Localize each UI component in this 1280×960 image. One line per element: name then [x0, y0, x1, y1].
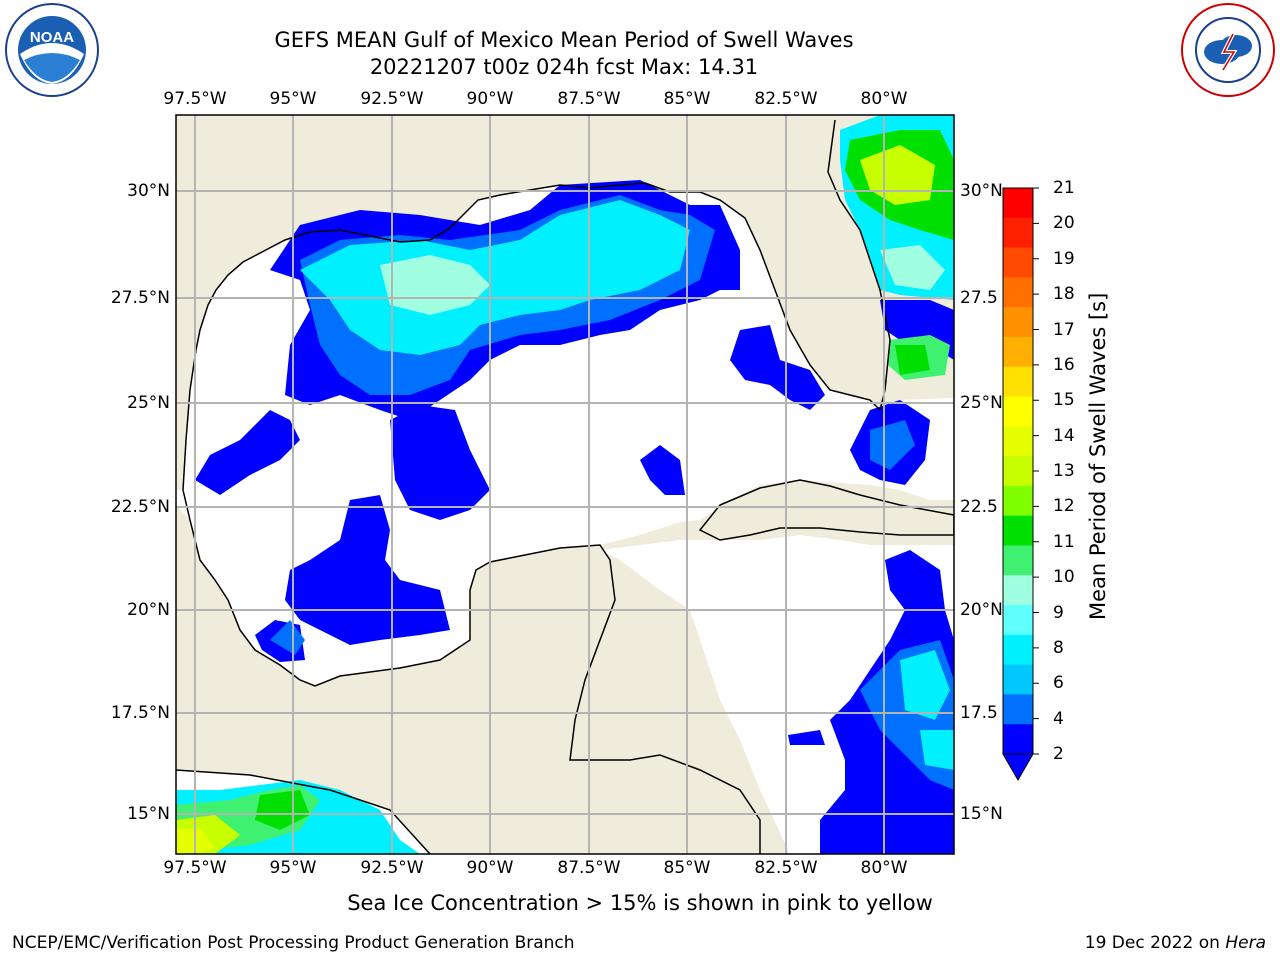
lat-label-right: 15°N	[960, 804, 1003, 824]
colorbar-segment	[1003, 188, 1033, 219]
footer-host: Hera	[1225, 933, 1266, 953]
noaa-logo: NOAA	[5, 3, 99, 97]
lon-label-top: 85°W	[663, 89, 711, 109]
colorbar-tick-label: 13	[1053, 461, 1075, 481]
lat-label-left: 22.5°N	[110, 497, 170, 517]
lon-label-top: 87.5°W	[557, 89, 621, 109]
colorbar-segment	[1003, 307, 1033, 338]
lon-label-bottom: 97.5°W	[163, 858, 227, 878]
lon-label-top: 80°W	[860, 89, 908, 109]
colorbar-tick-label: 17	[1053, 319, 1075, 340]
colorbar-segment	[1003, 366, 1033, 398]
florida-land	[700, 115, 890, 400]
sea-ice-footnote: Sea Ice Concentration > 15% is shown in …	[347, 891, 933, 915]
colorbar-tick-label: 2	[1053, 744, 1064, 764]
colorbar-tick-label: 6	[1053, 673, 1064, 694]
lat-label-right: 27.5	[960, 288, 998, 308]
colorbar-tick-label: 8	[1053, 637, 1064, 658]
colorbar-segment	[1003, 217, 1033, 249]
gridlines	[176, 115, 954, 854]
colorbar-segment	[1003, 456, 1033, 487]
lon-label-bottom: 92.5°W	[360, 858, 424, 878]
lat-label-right: 20°N	[960, 600, 1003, 620]
map-frame	[175, 114, 955, 855]
colorbar-extend-arrow	[1002, 753, 1034, 782]
lat-label-right: 30°N	[960, 181, 1003, 201]
lon-label-top: 82.5°W	[754, 89, 818, 109]
lon-label-top: 97.5°W	[163, 89, 227, 109]
colorbar-segment	[1003, 336, 1033, 368]
colorbar-tick-label: 9	[1053, 602, 1064, 623]
colorbar-tick-label: 18	[1053, 284, 1075, 305]
colorbar-segment	[1003, 485, 1033, 517]
lon-label-bottom: 95°W	[269, 858, 317, 878]
lat-label-right: 25°N	[960, 393, 1003, 413]
lon-label-top: 90°W	[466, 89, 514, 109]
colorbar-tick-label: 20	[1053, 213, 1075, 234]
colorbar-tick-label: 21	[1053, 178, 1075, 198]
colorbar-segment	[1003, 664, 1033, 695]
colorbar	[1002, 187, 1039, 782]
footer-date-text: 19 Dec 2022 on	[1084, 933, 1226, 953]
lat-label-left: 17.5°N	[110, 703, 170, 723]
lat-label-right: 17.5	[960, 703, 998, 723]
colorbar-segment	[1003, 634, 1033, 666]
lon-label-top: 95°W	[269, 89, 317, 109]
noaa-logo-text: NOAA	[30, 29, 74, 46]
colorbar-segment	[1003, 396, 1033, 427]
lon-label-bottom: 87.5°W	[557, 858, 621, 878]
lon-label-bottom: 82.5°W	[754, 858, 818, 878]
lon-label-top: 92.5°W	[360, 89, 424, 109]
colorbar-label: Mean Period of Swell Waves [s]	[1086, 292, 1110, 620]
lat-label-left: 20°N	[127, 600, 170, 620]
central-america-land	[176, 640, 760, 854]
colorbar-segment	[1003, 545, 1033, 576]
chart-subtitle: 20221207 t00z 024h fcst Max: 14.31	[369, 55, 759, 79]
footer-date: 19 Dec 2022 on Hera	[1085, 933, 1266, 953]
colorbar-segment	[1003, 515, 1033, 546]
colorbar-segment	[1003, 575, 1033, 606]
colorbar-segment	[1003, 694, 1033, 725]
colorbar-tick-label: 4	[1053, 708, 1064, 729]
lat-label-left: 25°N	[127, 393, 170, 413]
yucatan-land	[470, 545, 615, 790]
lat-label-left: 27.5°N	[110, 288, 170, 308]
colorbar-segment	[1003, 277, 1033, 308]
chart-title: GEFS MEAN Gulf of Mexico Mean Period of …	[274, 28, 854, 52]
lat-label-left: 15°N	[127, 804, 170, 824]
colorbar-segment	[1003, 426, 1033, 457]
colorbar-tick-label: 16	[1053, 354, 1075, 375]
lon-label-bottom: 90°W	[466, 858, 514, 878]
colorbar-tick-label: 10	[1053, 567, 1075, 588]
colorbar-segment	[1003, 605, 1033, 636]
lon-label-bottom: 80°W	[860, 858, 908, 878]
cuba-land	[698, 479, 954, 541]
nws-logo	[1181, 3, 1275, 97]
colorbar-tick-label: 19	[1053, 248, 1075, 269]
lat-label-right: 22.5	[960, 497, 998, 517]
colorbar-segment	[1003, 247, 1033, 278]
lon-label-bottom: 85°W	[663, 858, 711, 878]
footer-credit: NCEP/EMC/Verification Post Processing Pr…	[12, 933, 575, 953]
colorbar-tick-label: 12	[1053, 496, 1075, 517]
colorbar-tick-label: 11	[1053, 531, 1075, 552]
colorbar-tick-label: 15	[1053, 390, 1075, 411]
colorbar-tick-label: 14	[1053, 425, 1075, 446]
colorbar-segment	[1003, 724, 1033, 755]
lat-label-left: 30°N	[127, 181, 170, 201]
